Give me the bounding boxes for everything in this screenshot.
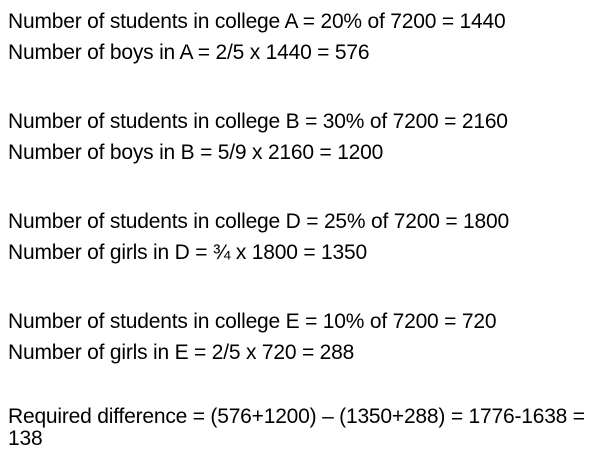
boys-college-a-line: Number of boys in A = 2/5 x 1440 = 576 xyxy=(8,41,370,64)
girls-college-e-line: Number of girls in E = 2/5 x 720 = 288 xyxy=(8,341,355,364)
girls-college-d-line: Number of girls in D = ¾ x 1800 = 1350 xyxy=(8,241,367,264)
required-difference-line: Required difference = (576+1200) – (1350… xyxy=(8,405,585,450)
students-college-b-line: Number of students in college B = 30% of… xyxy=(8,110,508,133)
boys-college-b-line: Number of boys in B = 5/9 x 2160 = 1200 xyxy=(8,141,384,164)
college-b-block: Number of students in college B = 30% of… xyxy=(8,106,603,168)
solution-document: Number of students in college A = 20% of… xyxy=(8,6,603,450)
students-college-a-line: Number of students in college A = 20% of… xyxy=(8,10,506,33)
college-e-block: Number of students in college E = 10% of… xyxy=(8,306,603,368)
result-block: Required difference = (576+1200) – (1350… xyxy=(8,406,603,450)
college-a-block: Number of students in college A = 20% of… xyxy=(8,6,603,68)
college-d-block: Number of students in college D = 25% of… xyxy=(8,206,603,268)
students-college-d-line: Number of students in college D = 25% of… xyxy=(8,210,509,233)
students-college-e-line: Number of students in college E = 10% of… xyxy=(8,310,497,333)
